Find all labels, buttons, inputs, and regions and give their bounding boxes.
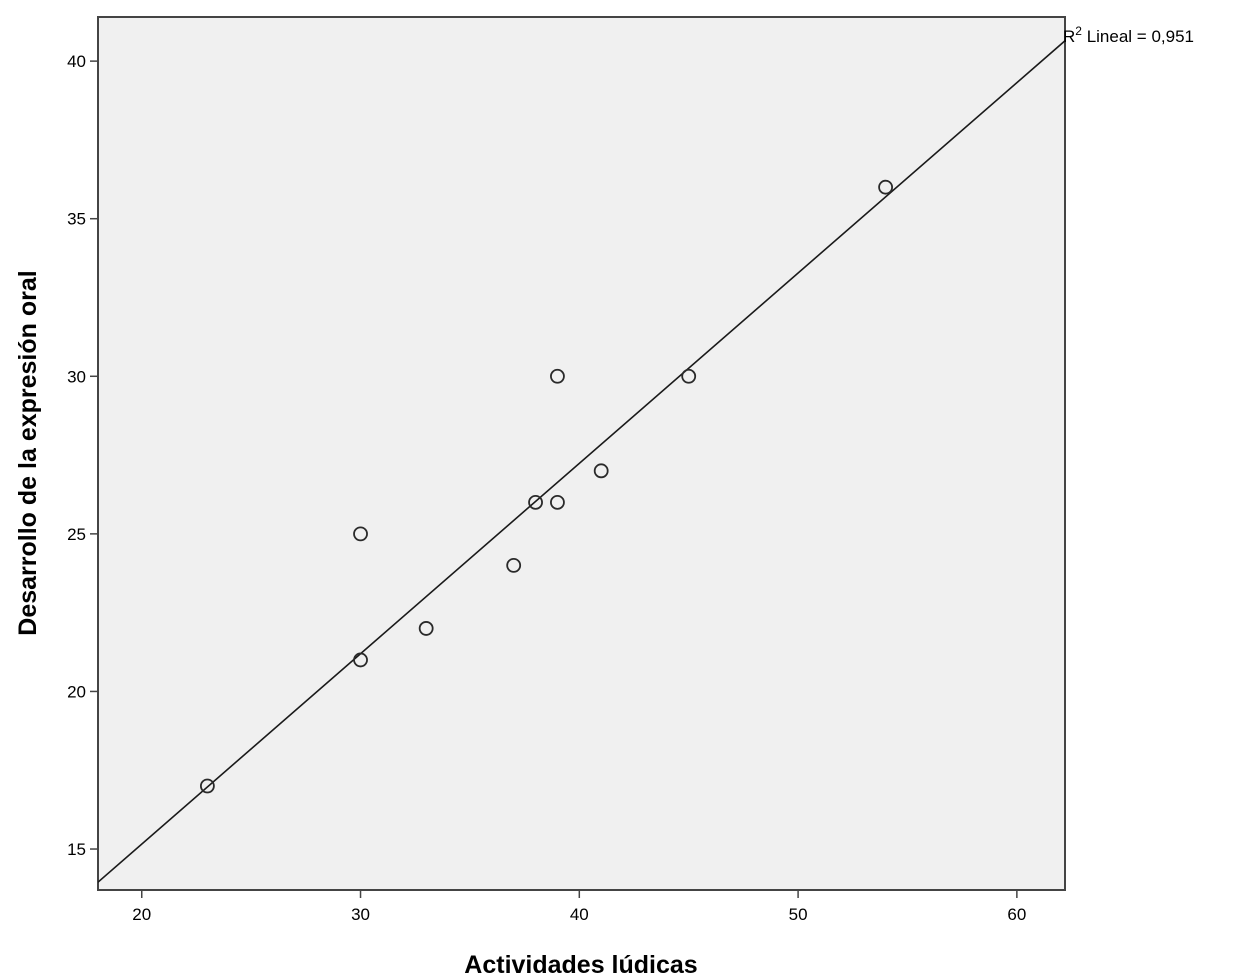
x-axis-title: Actividades lúdicas [464, 951, 697, 978]
y-tick-label: 30 [67, 367, 86, 386]
x-tick-label: 60 [1007, 905, 1026, 924]
x-tick-label: 40 [570, 905, 589, 924]
y-tick-label: 40 [67, 52, 86, 71]
y-axis-title: Desarrollo de la expresión oral [14, 270, 42, 635]
y-tick-label: 15 [67, 840, 86, 859]
x-tick-label: 30 [351, 905, 370, 924]
x-tick-label: 20 [132, 905, 151, 924]
y-tick-label: 20 [67, 682, 86, 701]
x-tick-label: 50 [789, 905, 808, 924]
plot-area [98, 17, 1065, 890]
y-tick-label: 25 [67, 525, 86, 544]
r-squared-value: Lineal = 0,951 [1082, 27, 1194, 46]
r-squared-label: R2 Lineal = 0,951 [1063, 24, 1194, 46]
y-tick-label: 35 [67, 210, 86, 229]
x-axis-ticks: 20 30 40 50 60 [132, 890, 1026, 924]
r-squared-prefix: R [1063, 27, 1075, 46]
y-axis-ticks: 15 20 25 30 35 40 [67, 52, 98, 859]
